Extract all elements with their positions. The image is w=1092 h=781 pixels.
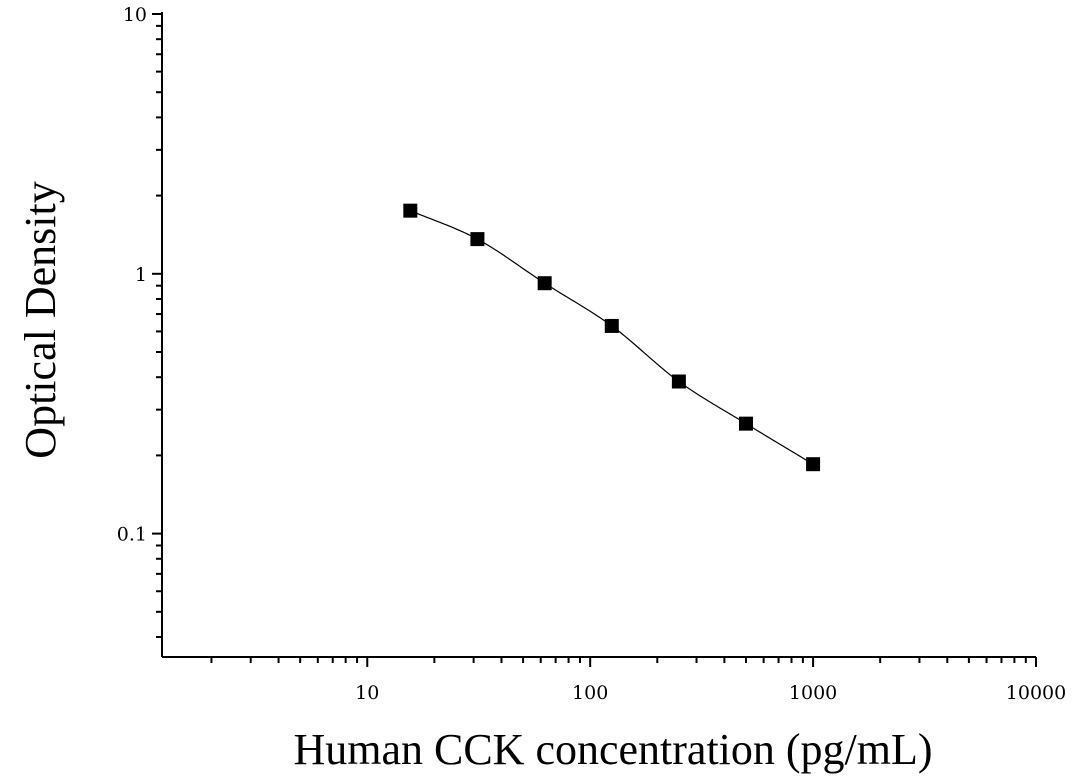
data-point: [470, 232, 485, 247]
data-point: [604, 318, 619, 333]
x-axis-ticks: 10 100 1000 10000: [210, 657, 1066, 704]
data-points: [403, 203, 821, 472]
x-tick-label: 10: [355, 682, 379, 704]
y-tick-label: 0.1: [117, 524, 147, 546]
x-tick-label: 10000: [1006, 682, 1066, 704]
data-point: [537, 276, 552, 291]
y-tick-label: 10: [123, 4, 147, 26]
data-point: [671, 374, 686, 389]
x-axis-title: Human CCK concentration (pg/mL): [293, 725, 932, 774]
y-axis-ticks: 10 1 0.1: [117, 4, 162, 638]
y-axis-title: Optical Density: [16, 181, 65, 458]
data-point: [806, 457, 821, 472]
data-point: [738, 416, 753, 431]
data-point: [403, 203, 418, 218]
y-tick-label: 1: [135, 264, 147, 286]
axes: [161, 12, 1036, 658]
x-tick-label: 1000: [789, 682, 837, 704]
x-tick-label: 100: [572, 682, 608, 704]
